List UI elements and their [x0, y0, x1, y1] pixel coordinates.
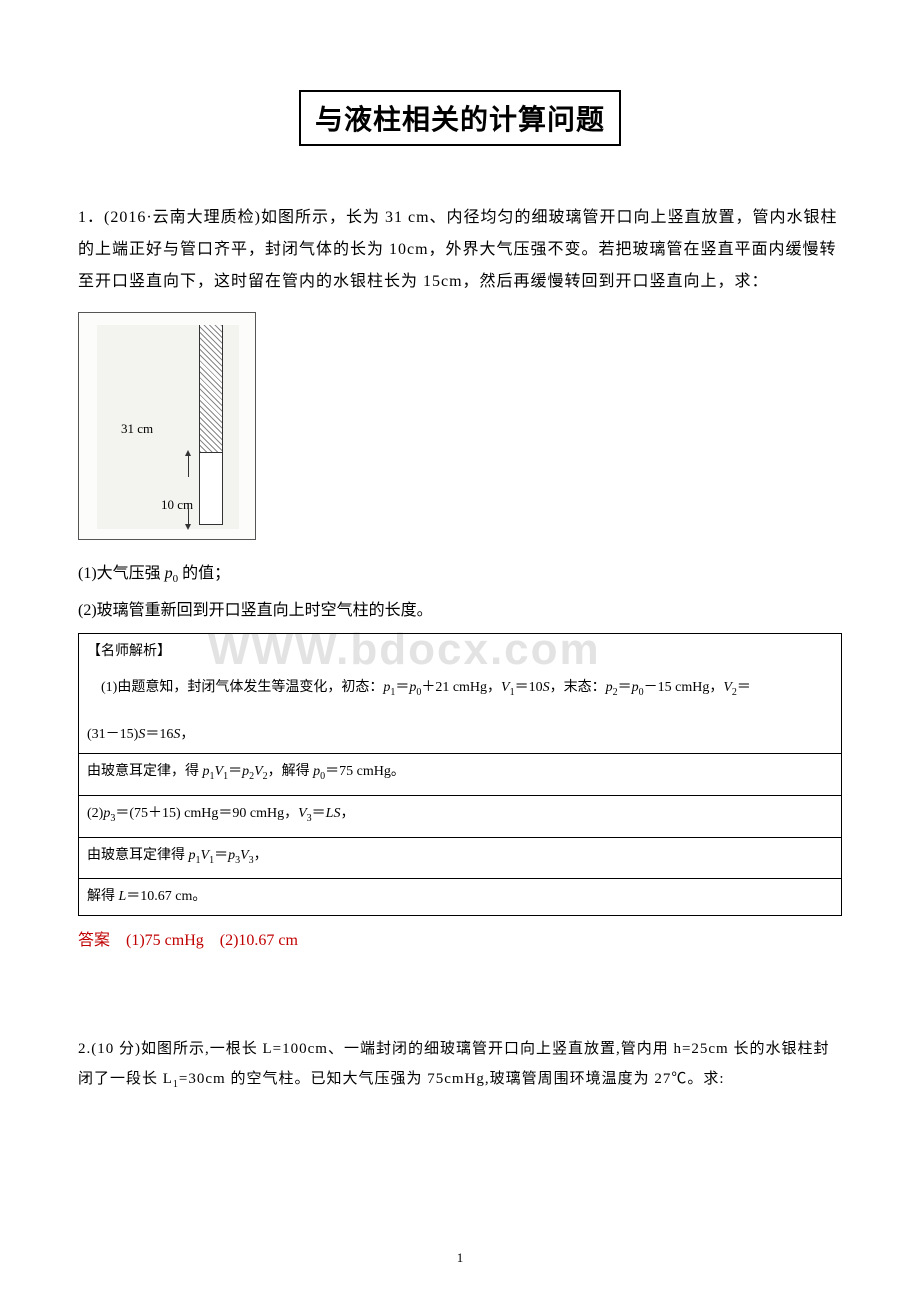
sol-p2: p: [606, 680, 613, 695]
sol-l6b: ＝10.67 cm。: [126, 889, 206, 904]
sol-l2b: ＝16: [145, 727, 173, 742]
sol-l1d: ＝10: [515, 680, 543, 695]
sol-l4b: ＝(75＋15) cmHg＝90 cmHg，: [115, 806, 298, 821]
sol-l5a: 由玻意耳定律得: [87, 848, 189, 863]
sol-v3c: V: [240, 848, 249, 863]
sol-l1c: ＋21 cmHg，: [421, 680, 501, 695]
sol-l5c: ，: [254, 848, 268, 863]
sol-l1f: ＝: [618, 680, 632, 695]
sol-v2: V: [723, 680, 732, 695]
sol-l3b: ＝: [228, 764, 242, 779]
q1-sub1-p: p: [165, 565, 173, 582]
sol-v1c: V: [201, 848, 210, 863]
sol-L: LS: [326, 806, 341, 821]
q2-text-b: =30cm 的空气柱。已知大气压强为 75cmHg,玻璃管周围环境温度为 27℃…: [179, 1071, 725, 1087]
sol-l5b: ＝: [214, 848, 228, 863]
title-wrapper: 与液柱相关的计算问题: [78, 90, 842, 174]
solution-line1: (1)由题意知，封闭气体发生等温变化，初态：p1＝p0＋21 cmHg，V1＝1…: [79, 670, 841, 711]
sol-l1h: ＝: [737, 680, 751, 695]
sol-p02: p: [632, 680, 639, 695]
sol-l1b: ＝: [395, 680, 409, 695]
mercury-column: [199, 325, 223, 453]
sol-l1e: ，末态：: [550, 680, 606, 695]
page-number: 1: [0, 1250, 920, 1266]
sol-l3d: ＝75 cmHg。: [325, 764, 405, 779]
sol-l4c: ＝: [312, 806, 326, 821]
figure-tube-diagram: 31 cm 10 cm: [78, 312, 256, 540]
sol-p3c: p: [228, 848, 235, 863]
title-box: 与液柱相关的计算问题: [299, 90, 621, 146]
sol-p2b: p: [242, 764, 249, 779]
sol-l4d: ，: [340, 806, 354, 821]
arrow-up-icon: [188, 455, 189, 477]
solution-line5: 由玻意耳定律得 p1V1＝p3V3，: [79, 837, 841, 879]
question-1-sub2: (2)玻璃管重新回到开口竖直向上时空气柱的长度。: [78, 595, 842, 627]
sol-v3: V: [298, 806, 307, 821]
sol-v1: V: [501, 680, 510, 695]
sol-l2: (31－15): [87, 727, 138, 742]
sol-p1b: p: [203, 764, 210, 779]
sol-p1c: p: [189, 848, 196, 863]
solution-line3: 由玻意耳定律，得 p1V1＝p2V2，解得 p0＝75 cmHg。: [79, 753, 841, 795]
question-2-text: 2.(10 分)如图所示,一根长 L=100cm、一端封闭的细玻璃管开口向上竖直…: [78, 1034, 842, 1100]
solution-line6: 解得 L＝10.67 cm。: [79, 878, 841, 915]
solution-line4: (2)p3＝(75＋15) cmHg＝90 cmHg，V3＝LS，: [79, 795, 841, 837]
sol-v1b: V: [215, 764, 224, 779]
sol-v2b: V: [254, 764, 263, 779]
answer-line: 答案 (1)75 cmHg (2)10.67 cm: [78, 926, 842, 956]
label-31cm: 31 cm: [121, 421, 153, 437]
sol-l1a: (1)由题意知，封闭气体发生等温变化，初态：: [101, 680, 383, 695]
q1-sub1-prefix: (1)大气压强: [78, 565, 165, 582]
sol-l2c: ，: [180, 727, 194, 742]
solution-box: 【名师解析】 (1)由题意知，封闭气体发生等温变化，初态：p1＝p0＋21 cm…: [78, 633, 842, 916]
sol-l3c: ，解得: [268, 764, 314, 779]
question-1-text: 1．(2016·云南大理质检)如图所示，长为 31 cm、内径均匀的细玻璃管开口…: [78, 202, 842, 298]
question-1-sub1: (1)大气压强 p0 的值；: [78, 558, 842, 595]
sol-l6a: 解得: [87, 889, 119, 904]
solution-line2: (31－15)S＝16S，: [79, 711, 841, 753]
page-title: 与液柱相关的计算问题: [315, 98, 605, 138]
solution-heading: 【名师解析】: [79, 634, 841, 670]
figure-outer-frame: 31 cm 10 cm: [97, 325, 239, 529]
sol-l3a: 由玻意耳定律，得: [87, 764, 203, 779]
sol-l4a: (2): [87, 806, 103, 821]
sol-s1: S: [543, 680, 550, 695]
arrow-down-icon: [188, 503, 189, 525]
sol-l1g: －15 cmHg，: [644, 680, 724, 695]
q1-sub1-suffix: 的值；: [178, 565, 230, 582]
